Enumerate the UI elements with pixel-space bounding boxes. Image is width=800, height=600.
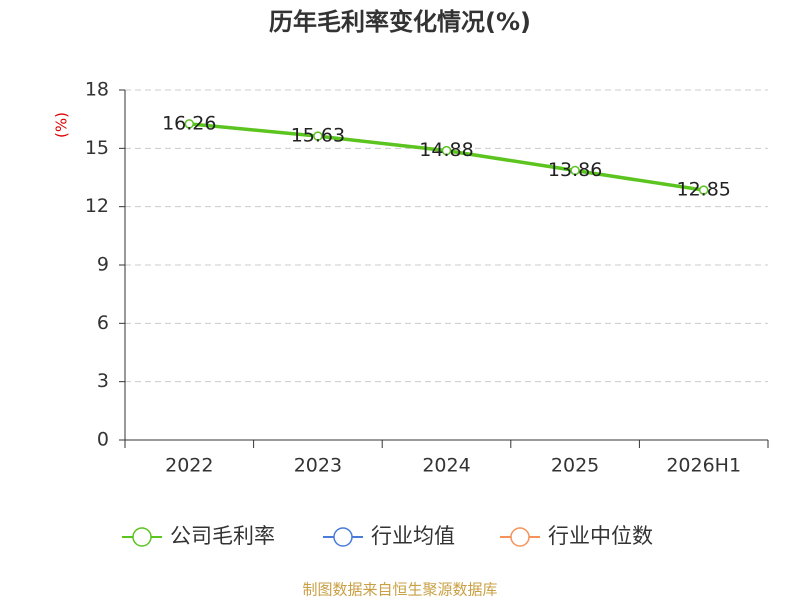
source-note: 制图数据来自恒生聚源数据库 — [302, 581, 497, 599]
data-label: 15.63 — [291, 125, 345, 147]
legend-marker — [510, 527, 530, 547]
y-tick-label: 18 — [85, 79, 109, 101]
chart-title: 历年毛利率变化情况(%) — [269, 8, 531, 36]
data-point — [313, 131, 323, 141]
data-point — [184, 119, 195, 129]
y-tick-label: 6 — [97, 312, 109, 334]
legend-marker — [333, 527, 353, 547]
y-tick-label: 9 — [97, 254, 109, 276]
data-label: 14.88 — [419, 139, 473, 161]
data-label: 16.26 — [162, 112, 216, 134]
y-tick-label: 12 — [85, 195, 109, 217]
data-label: 12.85 — [676, 179, 730, 201]
x-tick-label: 2023 — [294, 455, 342, 477]
y-tick-label: 15 — [85, 137, 109, 159]
x-tick-label: 2022 — [165, 455, 213, 477]
data-point — [698, 185, 709, 195]
x-tick-label: 2025 — [551, 455, 599, 477]
data-point — [570, 165, 580, 176]
x-tick-label: 2026H1 — [666, 455, 741, 477]
legend-label: 行业均值 — [371, 524, 455, 548]
x-tick-label: 2024 — [422, 455, 470, 477]
legend-label: 行业中位数 — [548, 524, 653, 548]
y-axis-label: (%) — [53, 112, 71, 138]
y-tick-label: 3 — [97, 370, 109, 392]
legend-marker — [132, 527, 152, 547]
y-tick-label: 0 — [97, 429, 109, 451]
data-label: 13.86 — [548, 159, 602, 181]
data-point — [441, 145, 452, 156]
legend-label: 公司毛利率 — [170, 524, 275, 548]
